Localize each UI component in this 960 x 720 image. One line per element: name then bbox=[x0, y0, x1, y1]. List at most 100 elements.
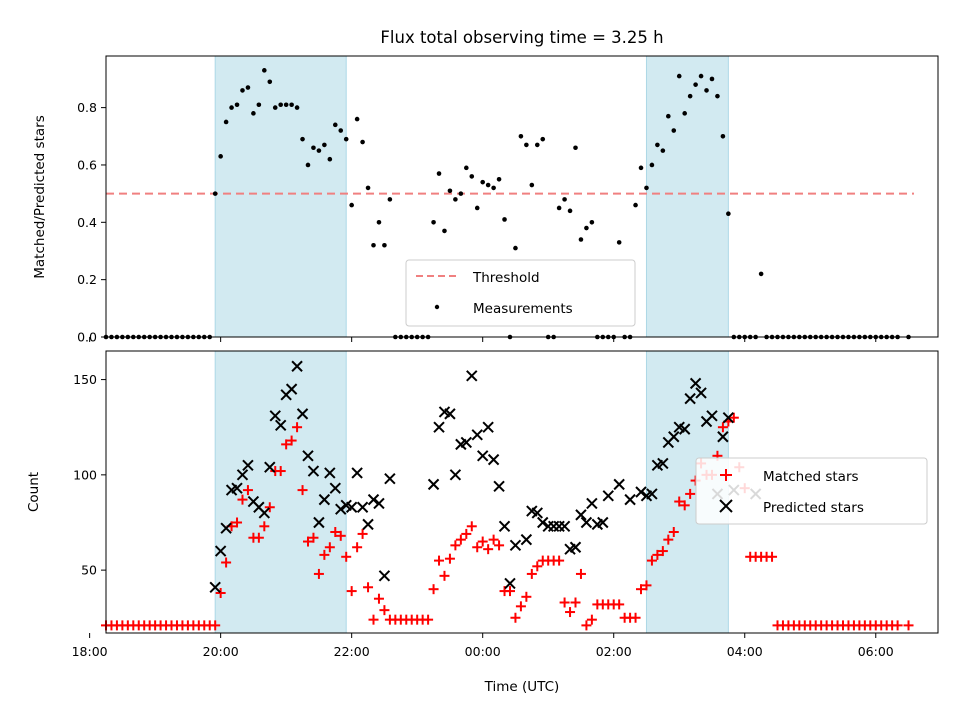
matched-star-point bbox=[379, 605, 390, 616]
top-legend: Threshold Measurements bbox=[405, 259, 636, 327]
predicted-star-point bbox=[209, 581, 221, 593]
x-axis-label: Time (UTC) bbox=[484, 679, 560, 695]
measurement-point bbox=[573, 145, 578, 151]
matched-star-point bbox=[483, 544, 494, 555]
predicted-star-point bbox=[602, 490, 614, 502]
matched-star-point bbox=[444, 553, 455, 564]
matched-star-point bbox=[259, 521, 270, 532]
matched-star-point bbox=[903, 620, 914, 631]
predicted-star-point bbox=[345, 501, 358, 513]
measurements-legend-marker bbox=[434, 304, 440, 310]
measurement-point bbox=[256, 102, 262, 108]
predicted-star-point bbox=[597, 516, 609, 529]
measurement-point bbox=[464, 165, 469, 171]
measurement-point bbox=[589, 220, 595, 225]
matched-star-point bbox=[674, 496, 685, 507]
predicted-star-point bbox=[531, 507, 543, 519]
matched-star-point bbox=[253, 532, 264, 543]
measurement-point bbox=[327, 156, 333, 162]
measurement-point bbox=[387, 197, 393, 202]
measurement-point bbox=[365, 185, 371, 191]
predicted-star-point bbox=[367, 493, 380, 506]
top-axes-frame bbox=[105, 55, 939, 338]
matched-star-point bbox=[570, 597, 581, 608]
matched-star-point bbox=[346, 586, 357, 597]
predicted-star-point bbox=[274, 419, 287, 432]
predicted-star-point bbox=[258, 507, 271, 519]
measurement-point bbox=[518, 133, 524, 139]
measurement-point bbox=[660, 148, 666, 153]
predicted-star-point bbox=[269, 410, 281, 422]
measurement-point bbox=[305, 162, 311, 168]
matched-star-point bbox=[565, 607, 576, 618]
matched-star-point bbox=[221, 557, 232, 568]
measurement-point bbox=[251, 111, 256, 116]
predicted-star-point bbox=[695, 387, 707, 399]
x-tick-label: 04:00 bbox=[727, 644, 763, 659]
measurement-point bbox=[556, 205, 562, 211]
matched-star-point bbox=[313, 568, 324, 579]
predicted-star-point bbox=[542, 520, 554, 533]
bottom-y-axis-label: Count bbox=[26, 472, 42, 512]
predicted-star-point bbox=[624, 493, 636, 506]
measurement-point bbox=[262, 68, 267, 73]
top-legend-box bbox=[405, 259, 636, 327]
predicted-star-point bbox=[351, 467, 363, 479]
predicted-star-point bbox=[362, 518, 374, 531]
matched-star-point bbox=[581, 620, 592, 631]
matched-star-point bbox=[477, 536, 488, 547]
bottom-y-tick-label: 100 bbox=[73, 467, 97, 482]
measurement-point bbox=[234, 102, 240, 108]
matched-star-point bbox=[521, 591, 532, 602]
measurement-point bbox=[562, 197, 567, 202]
predicted-star-point bbox=[307, 465, 320, 477]
measurement-point bbox=[382, 242, 387, 248]
measurements-legend-label: Measurements bbox=[473, 301, 573, 317]
measurement-point bbox=[671, 128, 677, 133]
predicted-star-point bbox=[291, 360, 303, 372]
measurement-point bbox=[294, 105, 300, 110]
predicted-star-point bbox=[302, 450, 314, 462]
measurement-point bbox=[676, 73, 682, 79]
matched-star-point bbox=[232, 517, 243, 528]
matched-star-point bbox=[297, 485, 308, 496]
bottom-y-tick-label: 50 bbox=[81, 563, 97, 578]
matched-star-point bbox=[892, 620, 903, 631]
matched-star-point bbox=[668, 527, 679, 538]
measurement-point bbox=[480, 179, 485, 185]
top-title: Flux total observing time = 3.25 h bbox=[380, 28, 663, 47]
matched-star-point bbox=[455, 534, 466, 545]
matched-star-point bbox=[450, 540, 461, 551]
measurement-point bbox=[354, 116, 360, 122]
measurement-point bbox=[638, 165, 644, 171]
matched-star-point bbox=[215, 587, 226, 598]
matched-star-point bbox=[494, 540, 505, 551]
matched-star-point bbox=[614, 599, 625, 610]
matched-star-point bbox=[461, 528, 472, 539]
bottom-legend: Matched stars Predicted stars bbox=[695, 457, 928, 525]
predicted-star-point bbox=[482, 421, 494, 433]
measurement-point bbox=[649, 162, 655, 168]
matched-star-point bbox=[330, 527, 341, 538]
predicted-star-point bbox=[613, 478, 625, 491]
predicted-star-point bbox=[476, 450, 489, 462]
matched-star-point bbox=[663, 534, 674, 545]
matched-legend-marker bbox=[720, 469, 732, 481]
matched-star-point bbox=[308, 532, 319, 543]
predicted-star-point bbox=[684, 392, 696, 405]
measurement-point bbox=[496, 176, 502, 182]
matched-star-point bbox=[554, 555, 565, 566]
matched-star-point bbox=[575, 568, 586, 579]
matched-star-point bbox=[679, 500, 690, 511]
measurement-point bbox=[704, 88, 709, 93]
measurement-point bbox=[229, 105, 234, 110]
predicted-star-point bbox=[547, 520, 560, 533]
predicted-star-point bbox=[460, 436, 473, 449]
measurement-point bbox=[709, 76, 715, 82]
measurement-point bbox=[715, 93, 720, 99]
predicted-star-point bbox=[231, 482, 243, 494]
measurement-point bbox=[655, 142, 660, 148]
measurement-point bbox=[338, 128, 344, 133]
bottom-legend-box bbox=[695, 457, 928, 525]
predicted-star-point bbox=[520, 533, 533, 546]
